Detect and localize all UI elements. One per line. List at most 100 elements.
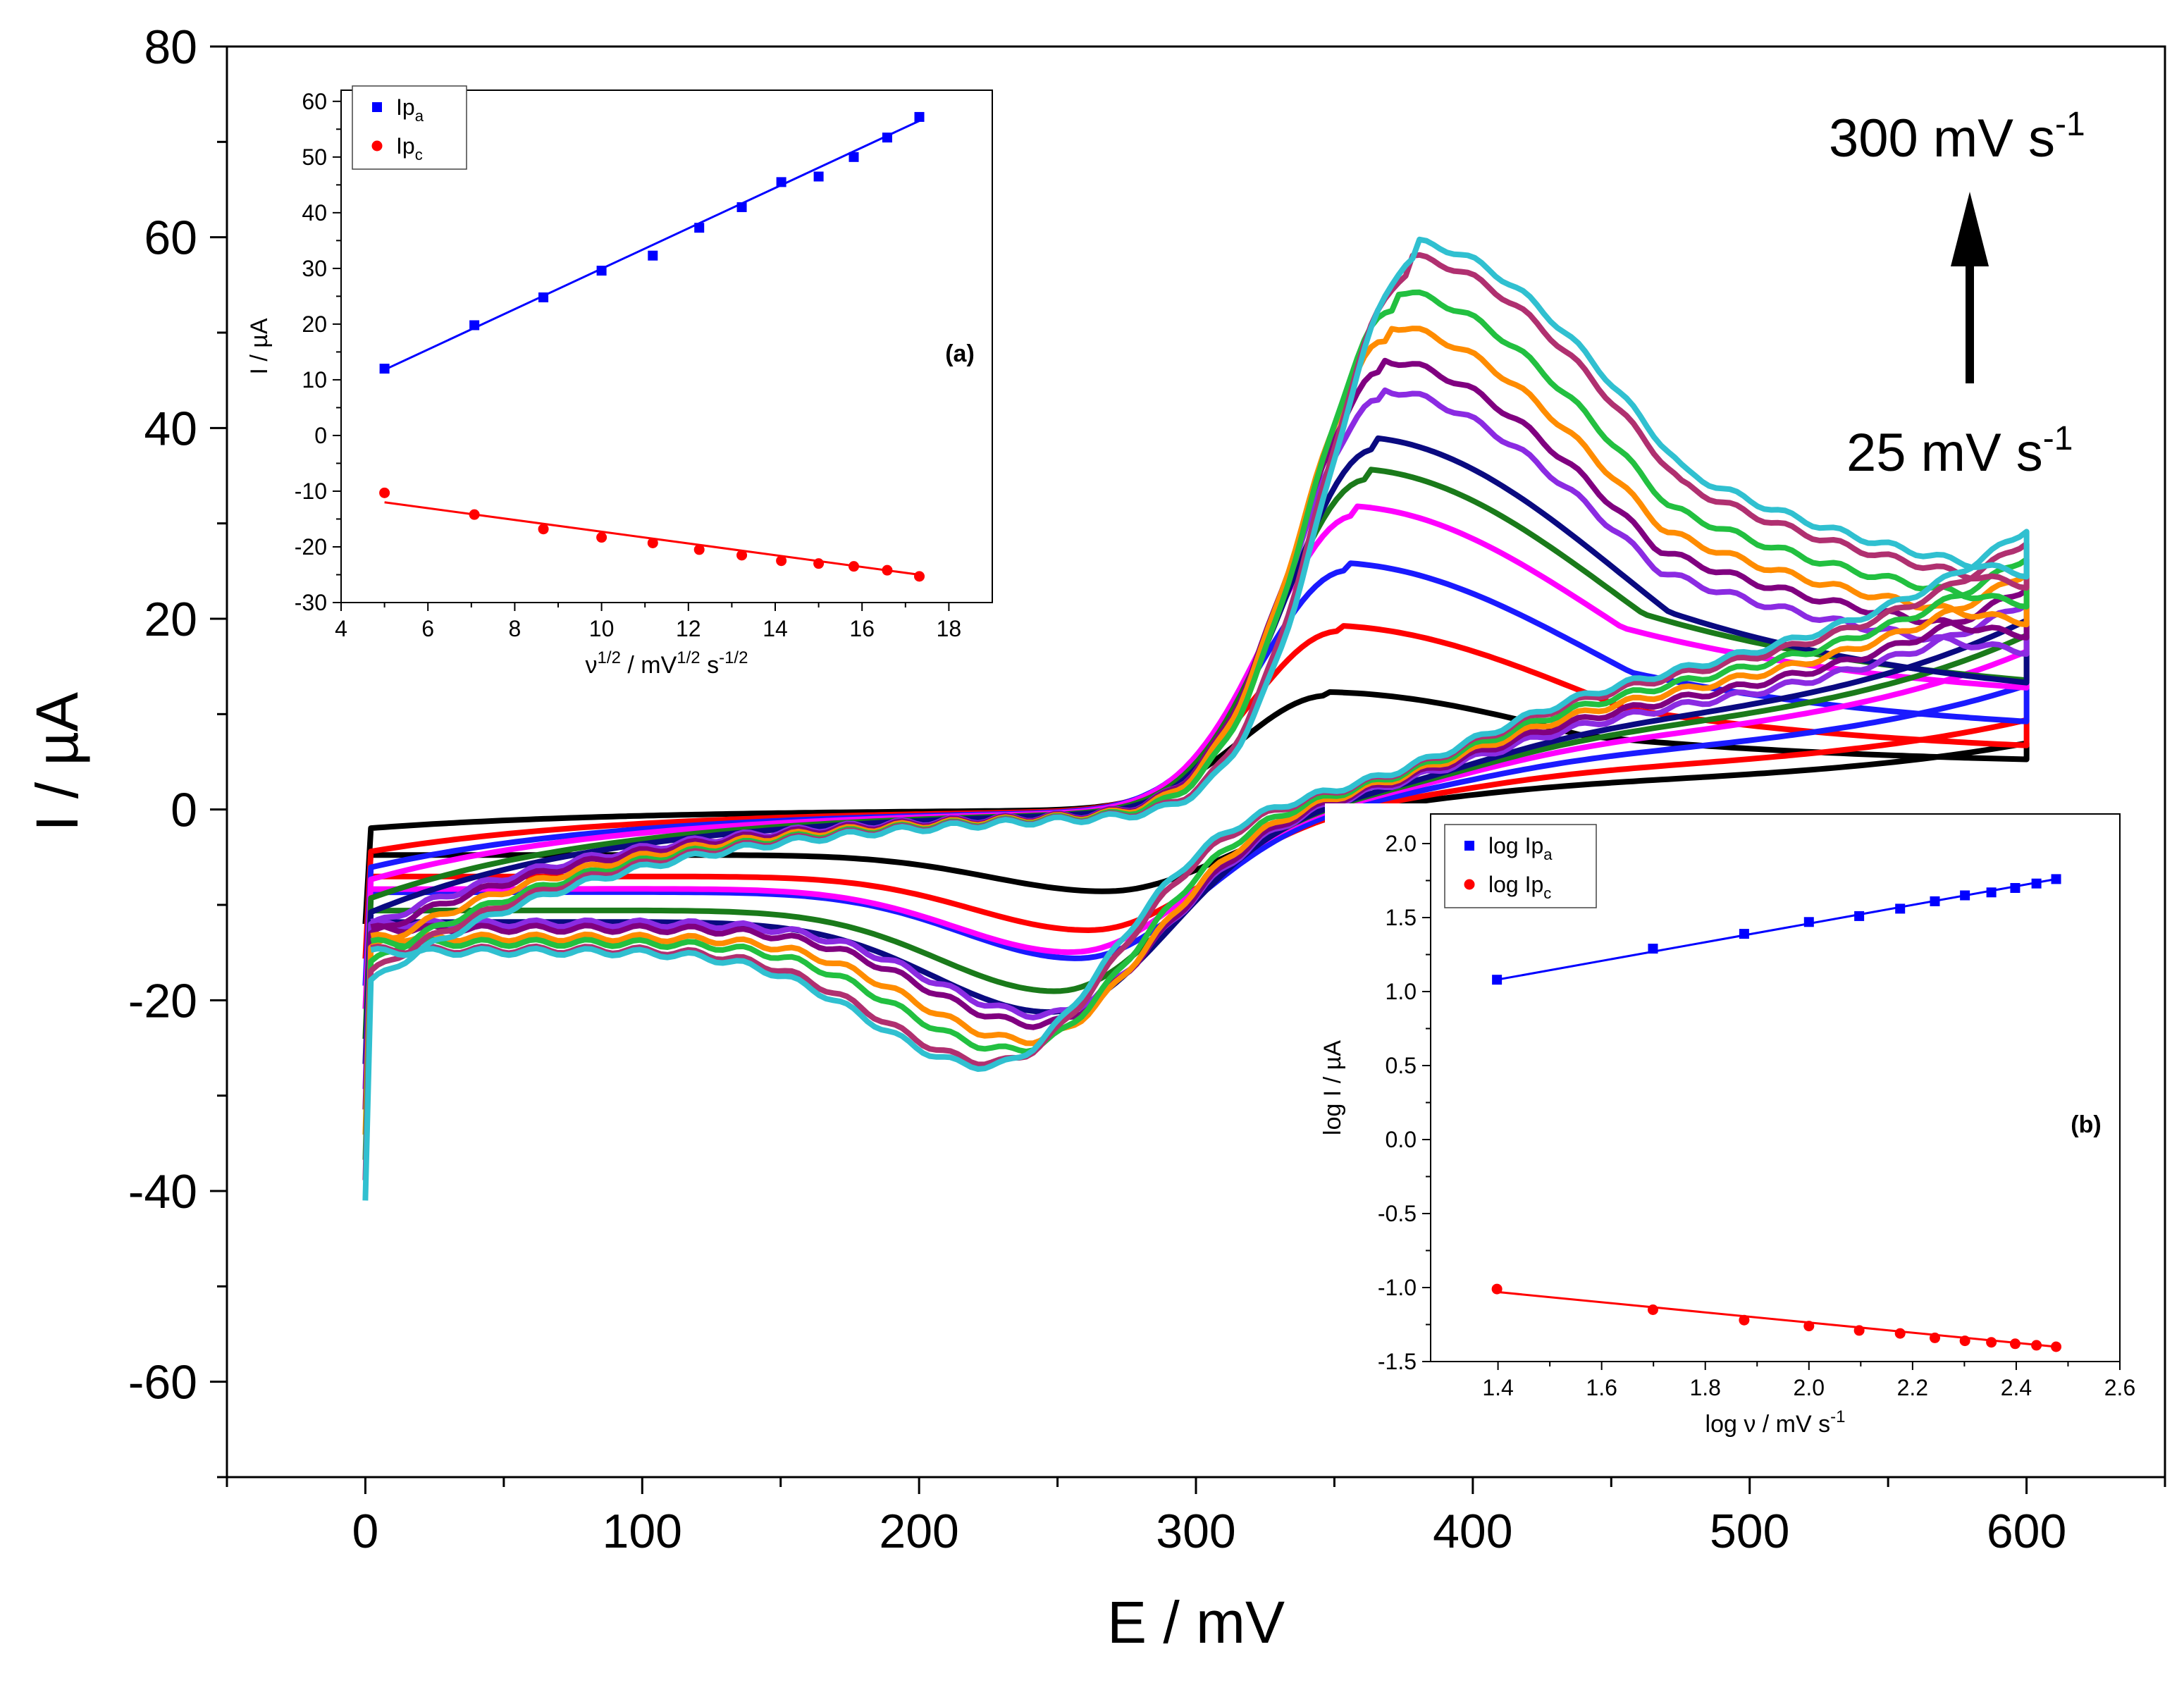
inset-a-x-tick-label: 8 bbox=[509, 616, 522, 641]
inset-b-frame bbox=[1430, 813, 2121, 1362]
inset-a-point bbox=[538, 524, 549, 535]
inset-a-point bbox=[647, 537, 658, 548]
inset-b-point bbox=[1986, 1337, 1997, 1348]
inset-b-point bbox=[2009, 1338, 2020, 1350]
inset-b-y-tick-label: 1.5 bbox=[1386, 905, 1417, 930]
inset-b-x-axis-label: log ν / mV s-1 bbox=[1705, 1407, 1846, 1438]
inset-b-point bbox=[1492, 975, 1503, 985]
inset-b-tag: (b) bbox=[2071, 1111, 2101, 1138]
inset-a-y-tick-label: -10 bbox=[295, 479, 327, 504]
inset-b-point bbox=[2051, 874, 2061, 884]
inset-b-point bbox=[1930, 896, 1940, 906]
inset-a-point bbox=[469, 320, 480, 331]
inset-a-point bbox=[693, 544, 705, 555]
inset-b-x-tick-label: 1.6 bbox=[1586, 1375, 1617, 1400]
inset-a-y-tick-label: 0 bbox=[314, 423, 327, 448]
inset-b-point bbox=[1803, 1321, 1815, 1332]
main-y-tick-label: 40 bbox=[144, 402, 197, 455]
arrow-shaft bbox=[1966, 264, 1974, 383]
inset-b-point bbox=[1960, 890, 1970, 901]
inset-a-point bbox=[379, 487, 390, 498]
inset-a-x-axis-label: ν1/2 / mV1/2 s-1/2 bbox=[586, 648, 748, 679]
inset-a-point bbox=[813, 171, 824, 182]
inset-a-x-tick-label: 16 bbox=[849, 616, 875, 641]
inset-a-x-tick-label: 18 bbox=[937, 616, 962, 641]
inset-a-y-tick-label: -20 bbox=[295, 534, 327, 560]
inset-b-legend-box bbox=[1444, 824, 1597, 908]
inset-a-point bbox=[848, 561, 859, 572]
inset-a-point bbox=[596, 532, 607, 543]
inset-b-point bbox=[2010, 883, 2020, 893]
inset-b-x-tick-label: 2.4 bbox=[2001, 1375, 2032, 1400]
inset-b-legend-marker bbox=[1464, 879, 1475, 890]
inset-a-y-tick-label: -30 bbox=[295, 590, 327, 615]
main-y-tick-label: 80 bbox=[144, 20, 197, 74]
inset-a-content bbox=[379, 111, 925, 582]
inset-b-y-tick-label: -0.5 bbox=[1378, 1201, 1417, 1226]
inset-b-content bbox=[1491, 874, 2062, 1352]
inset-b-x-tick-label: 1.4 bbox=[1482, 1375, 1513, 1400]
inset-a-point bbox=[596, 266, 607, 276]
inset-b-legend-marker bbox=[1464, 841, 1474, 851]
inset-b-y-tick-label: 2.0 bbox=[1386, 831, 1417, 856]
inset-b-y-axis-label: log I / µA bbox=[1319, 1040, 1346, 1135]
inset-b-background bbox=[1325, 803, 2142, 1462]
inset-b-point bbox=[2031, 878, 2042, 889]
main-y-tick-label: -60 bbox=[128, 1356, 197, 1409]
inset-b-legend: log Ipa log Ipc bbox=[1444, 824, 1597, 908]
inset-b-x-tick-label: 1.8 bbox=[1689, 1375, 1720, 1400]
inset-a-legend: Ipa Ipc bbox=[352, 85, 467, 170]
inset-b-y-tick-label: 0.0 bbox=[1386, 1127, 1417, 1152]
inset-a-tag: (a) bbox=[945, 340, 975, 367]
inset-b-legend-label: log Ipa bbox=[1488, 833, 1553, 863]
inset-a-x-tick-label: 10 bbox=[589, 616, 615, 641]
inset-a-point bbox=[776, 555, 787, 567]
inset-a-point bbox=[469, 509, 480, 520]
main-x-tick-label: 200 bbox=[879, 1505, 958, 1558]
annotation-bottom-text: 25 mV s-1 bbox=[1846, 420, 2073, 483]
inset-a-point bbox=[776, 177, 786, 187]
arrow-up-icon bbox=[1951, 192, 1989, 266]
inset-a-legend-marker bbox=[372, 102, 382, 112]
inset-b-x-tick-label: 2.6 bbox=[2104, 1375, 2135, 1400]
inset-b-point bbox=[1895, 903, 1906, 914]
inset-a-y-tick-label: 60 bbox=[302, 89, 327, 114]
inset-b-y-tick-label: 0.5 bbox=[1386, 1053, 1417, 1078]
inset-b-point bbox=[1739, 929, 1749, 939]
inset-a-point bbox=[736, 202, 747, 212]
main-y-tick-label: 60 bbox=[144, 211, 197, 265]
inset-a-y-tick-label: 10 bbox=[302, 367, 327, 393]
cv-curve bbox=[362, 236, 2030, 1201]
inset-a-point bbox=[882, 564, 893, 576]
inset-a-frame bbox=[340, 90, 993, 603]
inset-a-point bbox=[849, 152, 859, 162]
main-x-tick-label: 600 bbox=[1987, 1505, 2066, 1558]
inset-b-point bbox=[2031, 1340, 2042, 1351]
inset-b-point bbox=[1853, 1325, 1865, 1336]
inset-a-legend-label: Ipa bbox=[396, 94, 424, 125]
main-x-tick-label: 100 bbox=[603, 1505, 682, 1558]
inset-b-point bbox=[1986, 887, 1997, 898]
inset-a-point bbox=[736, 550, 748, 561]
inset-b-y-tick-label: -1.5 bbox=[1378, 1349, 1417, 1374]
inset-b-y-tick-label: -1.0 bbox=[1378, 1275, 1417, 1300]
inset-a-point bbox=[914, 571, 925, 582]
inset-b-x-tick-label: 2.2 bbox=[1897, 1375, 1928, 1400]
inset-a-legend-box bbox=[352, 85, 467, 170]
main-y-tick-label: -40 bbox=[128, 1165, 197, 1218]
inset-b-point bbox=[1647, 1304, 1658, 1315]
inset-b-x-tick-label: 2.0 bbox=[1794, 1375, 1825, 1400]
inset-a-point bbox=[882, 132, 892, 143]
inset-b-axis-ticks: 1.4 1.6 1.8 2.0 2.2 2.4 2.6 -1.5 -1.0 -0.5 0.0 0.5 1… bbox=[1378, 831, 2135, 1400]
main-y-axis-label: I / µA bbox=[24, 692, 90, 832]
inset-b-legend-label: log Ipc bbox=[1488, 872, 1551, 902]
inset-a-x-tick-label: 14 bbox=[763, 616, 788, 641]
inset-a-axis-ticks: 4 6 8 10 12 14 16 18 -30 -20 -10 0 10 20 30 40 50 60 bbox=[295, 89, 961, 641]
inset-a-y-tick-label: 40 bbox=[302, 200, 327, 226]
inset-b-point bbox=[1739, 1314, 1750, 1326]
inset-a-x-tick-label: 4 bbox=[335, 616, 347, 641]
inset-b-point bbox=[1894, 1328, 1906, 1339]
